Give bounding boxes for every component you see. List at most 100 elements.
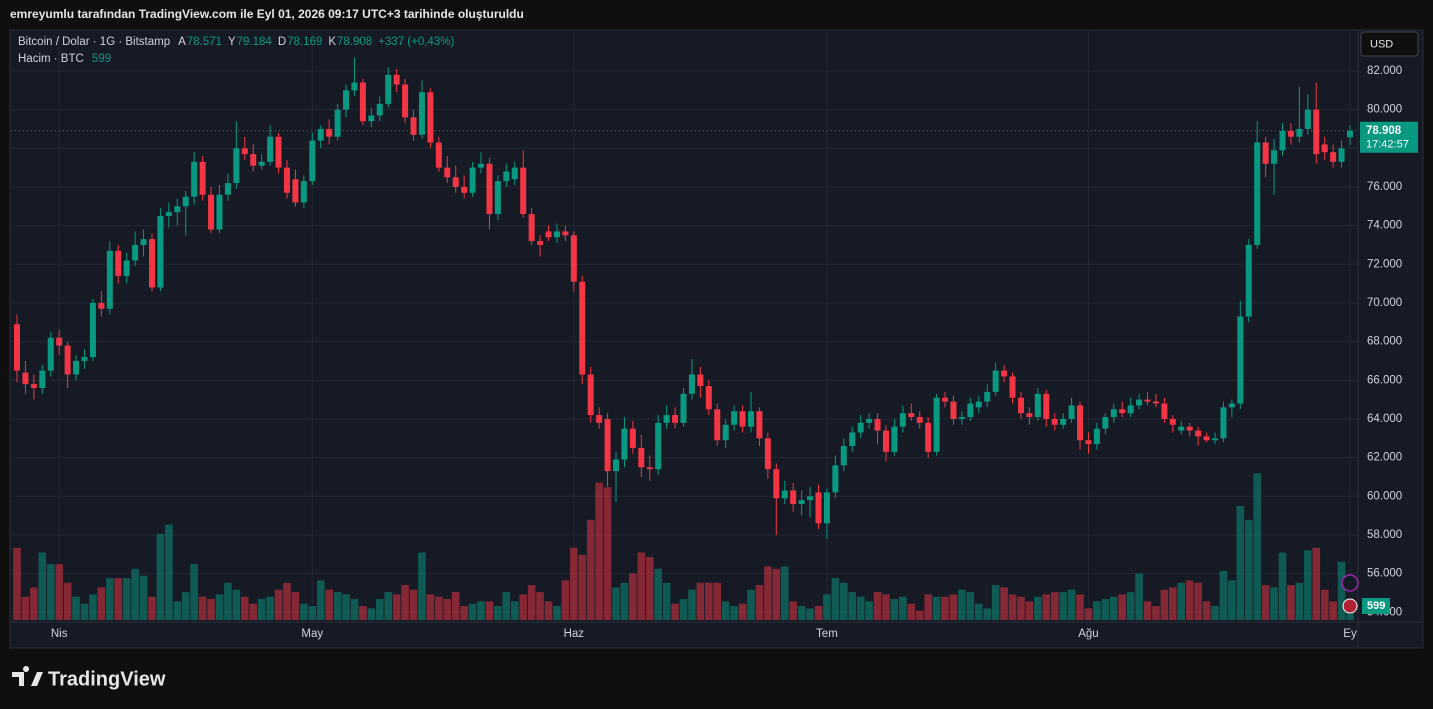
candle-body (241, 148, 248, 155)
candle-body (1262, 142, 1269, 164)
volume-bar (502, 592, 511, 620)
candle-body (655, 422, 662, 470)
candle-body (908, 413, 915, 418)
candle-body (1237, 316, 1244, 404)
brand: TradingView (48, 668, 166, 690)
candle-body (494, 181, 501, 215)
candle-body (562, 231, 569, 236)
candle-body (300, 181, 307, 203)
volume-bar (224, 582, 232, 620)
candle-body (1254, 142, 1261, 245)
volume-bar (342, 594, 350, 620)
candle-body (520, 167, 527, 215)
volume-bar (325, 589, 333, 620)
candle-body (579, 281, 586, 375)
candle-body (942, 397, 949, 402)
volume-bar (570, 547, 578, 620)
volume-bar (1337, 561, 1346, 620)
candle-body (123, 260, 130, 276)
candle-body (22, 372, 29, 385)
volume-label: 599 (1367, 600, 1385, 612)
candle-body (672, 415, 679, 423)
candle-body (435, 142, 442, 168)
volume-bar (932, 596, 941, 620)
volume-bar (384, 592, 393, 620)
candle-body (393, 74, 400, 85)
volume-bar (46, 564, 55, 620)
candle-body (233, 148, 240, 184)
volume-box (1362, 598, 1390, 614)
volume-bar (814, 606, 823, 620)
candle-body (81, 357, 88, 361)
candle-body (157, 215, 164, 288)
volume-bar (738, 603, 747, 620)
volume-bar (721, 601, 730, 620)
ohlc-letter: K (328, 36, 336, 48)
volume-bar (941, 596, 949, 620)
volume-bar (494, 606, 502, 620)
candle-body (823, 492, 830, 524)
candle-body (165, 212, 172, 216)
ohlc-value: 78.169 (287, 36, 322, 48)
candle-body (933, 397, 940, 452)
volume-bar (72, 596, 80, 620)
candle-body (950, 401, 957, 419)
candle-body (815, 492, 822, 524)
volume-bar (780, 566, 789, 620)
candle-body (916, 417, 923, 423)
candle-body (646, 467, 653, 470)
candle-body (140, 239, 147, 245)
volume-bar (578, 554, 587, 620)
volume-bar (435, 596, 443, 620)
volume-bar (274, 589, 283, 620)
countdown: 17:42:57 (1366, 139, 1409, 151)
volume-bar (443, 599, 452, 620)
candle-body (722, 424, 729, 441)
candle-body (385, 74, 392, 104)
candle-body (1077, 405, 1084, 441)
candle-body (73, 360, 80, 375)
tv-logo: TradingView (12, 666, 166, 690)
candle-body (1085, 440, 1092, 445)
currency-button[interactable] (1360, 31, 1419, 57)
candle-body (1245, 244, 1252, 317)
candle-body (1009, 376, 1016, 398)
candle-body (148, 239, 155, 288)
y-tick-label: 72.000 (1367, 258, 1402, 270)
candle-body (528, 214, 535, 242)
candle-body (731, 411, 738, 425)
volume-bar (899, 596, 907, 620)
candle-body (1034, 393, 1041, 418)
volume-bar (595, 482, 603, 620)
volume-bar (713, 582, 722, 620)
y-tick-label: 80.000 (1367, 104, 1402, 116)
candle-body (351, 82, 358, 91)
volume-bar (181, 592, 190, 620)
volume-bar (426, 594, 435, 620)
x-tick-label: Nis (51, 628, 68, 640)
volume-bar (257, 599, 266, 620)
candle-body (1119, 409, 1126, 414)
volume-bar (30, 587, 38, 620)
volume-bar (755, 585, 764, 620)
candle-body (309, 140, 316, 182)
volume-bar (603, 487, 612, 620)
candle-body (326, 128, 333, 137)
candle-body (224, 183, 231, 195)
volume-bar (1244, 519, 1253, 620)
volume-bar (823, 594, 831, 620)
y-tick-label: 70.000 (1367, 297, 1402, 309)
logo-icon (12, 666, 43, 686)
volume-bar (460, 606, 468, 620)
volume-bar (536, 592, 544, 620)
ohlc-value: 79.184 (237, 36, 273, 48)
volume-bar (122, 578, 131, 620)
volume-bar (89, 594, 97, 620)
volume-bar (586, 519, 595, 620)
last-price-label: 78.908 (1366, 125, 1402, 137)
volume-bar (1185, 580, 1194, 620)
volume-bar (510, 601, 519, 620)
volume-bar (1025, 601, 1034, 620)
